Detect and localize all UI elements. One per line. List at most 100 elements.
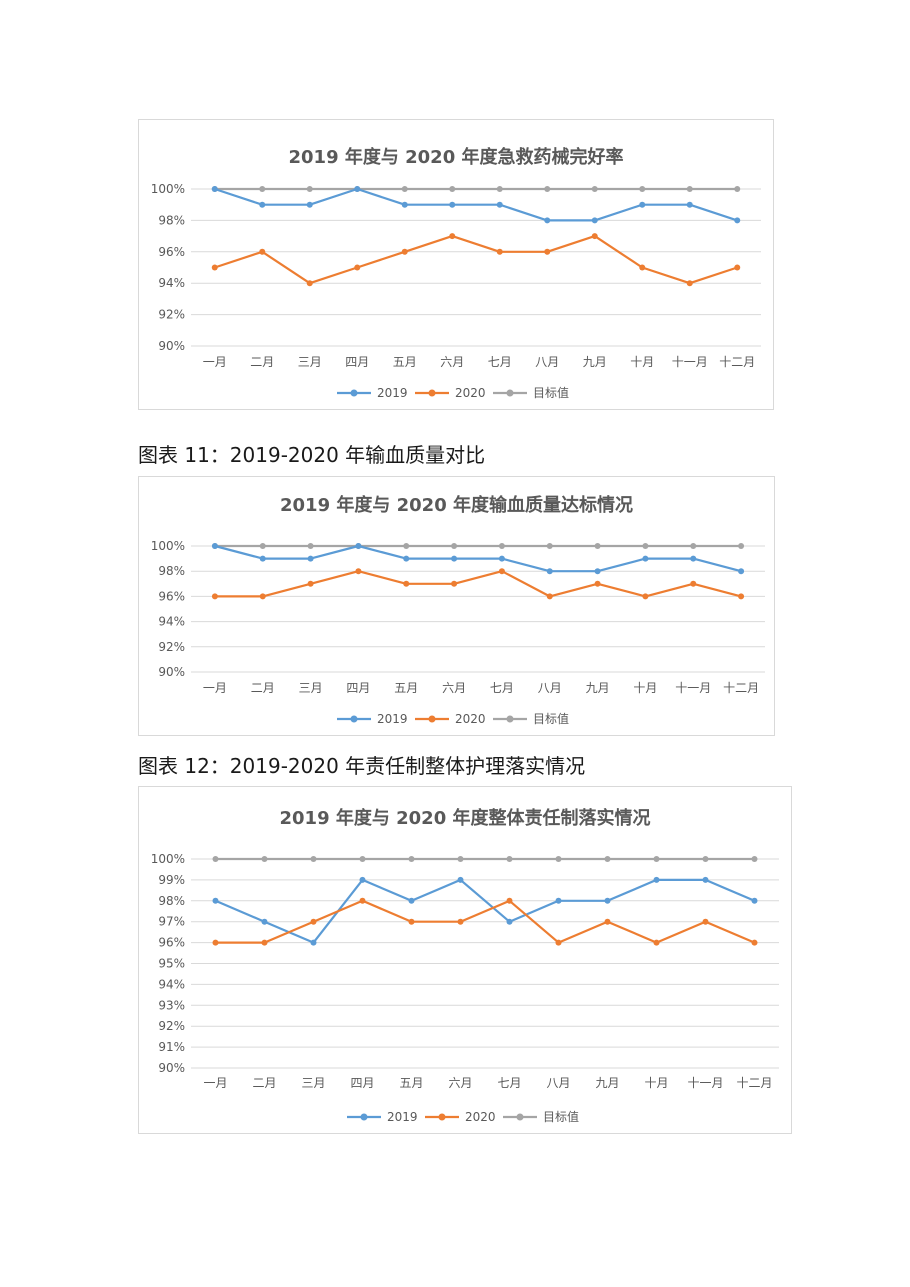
data-point <box>457 856 464 862</box>
x-tick-label: 十月 <box>633 681 657 695</box>
y-tick-label: 98% <box>158 213 185 227</box>
figure-caption-11: 图表 11：2019-2020 年输血质量对比 <box>138 443 486 467</box>
legend-label: 目标值 <box>543 1109 579 1124</box>
data-point <box>702 918 709 925</box>
chart-responsibility-nursing: 2019 年度与 2020 年度整体责任制落实情况 90% 91% 92% 93% 94%… <box>138 786 792 1134</box>
data-point <box>259 543 266 549</box>
x-tick-label: 十月 <box>630 355 654 369</box>
chart-title: 2019 年度与 2020 年度急救药械完好率 <box>289 146 624 168</box>
data-point <box>594 543 601 549</box>
data-point <box>403 580 410 587</box>
legend-marker <box>506 389 514 397</box>
data-point <box>591 186 598 192</box>
data-point <box>653 856 660 862</box>
data-point <box>555 897 562 904</box>
data-point <box>653 939 660 946</box>
chart-svg: 2019 年度与 2020 年度急救药械完好率 90% 92% 94% 96% 98% 10… <box>151 146 761 400</box>
data-point <box>449 186 456 192</box>
data-point <box>642 593 649 600</box>
data-point <box>449 233 456 240</box>
y-tick-label: 92% <box>158 640 185 654</box>
y-tick-label: 98% <box>158 894 185 908</box>
data-point <box>498 568 505 575</box>
x-tick-label: 九月 <box>583 355 607 369</box>
data-point <box>604 897 611 904</box>
data-point <box>259 186 266 192</box>
chart-svg: 2019 年度与 2020 年度整体责任制落实情况 90% 91% 92% 93% 94%… <box>151 807 779 1124</box>
data-point <box>751 939 758 946</box>
legend-label: 2019 <box>377 712 408 726</box>
x-tick-label: 七月 <box>488 355 512 369</box>
x-tick-label: 六月 <box>440 355 464 369</box>
data-point <box>307 543 314 549</box>
x-tick-label: 五月 <box>393 355 417 369</box>
y-tick-label: 98% <box>158 564 185 578</box>
data-point <box>403 555 410 562</box>
data-point <box>686 201 693 208</box>
x-tick-label: 四月 <box>346 681 370 695</box>
data-point <box>690 543 697 549</box>
y-tick-label: 96% <box>158 936 185 950</box>
data-point <box>451 555 458 562</box>
data-point <box>653 876 660 883</box>
data-point <box>403 543 410 549</box>
data-point <box>259 248 266 255</box>
data-point <box>690 580 697 587</box>
data-point <box>359 897 366 904</box>
y-tick-label: 90% <box>158 1061 185 1075</box>
data-point <box>211 186 218 192</box>
x-tick-label: 五月 <box>399 1076 423 1090</box>
data-point <box>451 580 458 587</box>
data-point <box>751 856 758 862</box>
data-point <box>401 201 408 208</box>
y-tick-label: 100% <box>151 182 185 196</box>
x-tick-label: 四月 <box>350 1076 374 1090</box>
y-tick-label: 92% <box>158 308 185 322</box>
series-line-2019 <box>214 544 742 573</box>
x-tick-label: 二月 <box>250 355 274 369</box>
chart-emergency-equipment: 2019 年度与 2020 年度急救药械完好率 90% 92% 94% 96% 98% 10… <box>138 119 774 410</box>
data-point <box>544 217 551 224</box>
data-point <box>408 897 415 904</box>
data-point <box>354 186 361 192</box>
data-point <box>702 876 709 883</box>
data-point <box>261 856 268 862</box>
y-tick-label: 91% <box>158 1040 185 1054</box>
data-point <box>354 264 361 271</box>
y-tick-label: 95% <box>158 957 185 971</box>
legend-marker <box>438 1113 446 1121</box>
data-point <box>544 186 551 192</box>
legend-label: 2020 <box>455 386 486 400</box>
data-point <box>639 201 646 208</box>
x-tick-label: 十月 <box>644 1076 668 1090</box>
data-point <box>639 264 646 271</box>
data-point <box>451 543 458 549</box>
y-tick-label: 94% <box>158 615 185 629</box>
data-point <box>449 201 456 208</box>
series-line-2020 <box>214 570 742 598</box>
legend-marker <box>506 715 514 723</box>
data-point <box>751 897 758 904</box>
data-point <box>259 555 266 562</box>
y-tick-label: 96% <box>158 589 185 603</box>
legend-label: 2020 <box>465 1110 496 1124</box>
data-point <box>738 543 745 549</box>
x-tick-label: 五月 <box>394 681 418 695</box>
x-tick-label: 八月 <box>546 1076 570 1090</box>
data-point <box>211 593 218 600</box>
x-tick-label: 七月 <box>497 1076 521 1090</box>
data-point <box>639 186 646 192</box>
data-point <box>686 280 693 287</box>
data-point <box>457 876 464 883</box>
y-tick-label: 90% <box>158 339 185 353</box>
legend-label: 2019 <box>377 386 408 400</box>
data-point <box>686 186 693 192</box>
data-point <box>355 543 362 549</box>
data-point <box>496 186 503 192</box>
data-point <box>594 568 601 575</box>
data-point <box>604 856 611 862</box>
data-point <box>506 918 513 925</box>
data-point <box>359 856 366 862</box>
data-point <box>306 186 313 192</box>
legend-label: 目标值 <box>533 385 569 400</box>
